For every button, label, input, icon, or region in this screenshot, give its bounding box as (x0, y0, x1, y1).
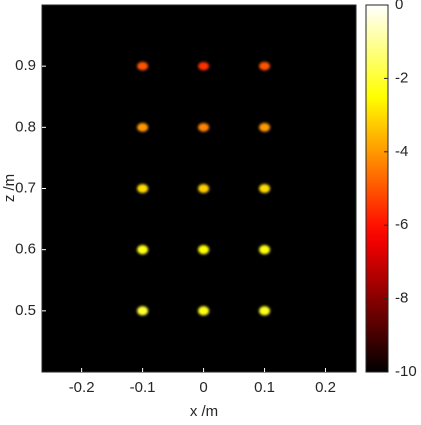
spot (198, 122, 210, 132)
y-tick-label: 0.6 (15, 241, 36, 258)
y-tick-label: 0.8 (15, 118, 36, 135)
x-tick-label: -0.1 (130, 379, 156, 396)
colorbar-tick-label: -2 (395, 69, 408, 86)
y-tick-label: 0.9 (15, 57, 36, 74)
x-tick-label: 0.2 (315, 379, 336, 396)
colorbar-tick-label: 0 (395, 0, 403, 13)
y-tick-label: 0.7 (15, 179, 36, 196)
x-tick-label: -0.2 (69, 379, 95, 396)
colorbar-tick-label: -10 (395, 363, 417, 380)
colorbar-tick-label: -6 (395, 216, 408, 233)
y-axis-label: z /m (1, 174, 18, 202)
spot (137, 306, 149, 316)
y-tick-label: 0.5 (15, 302, 36, 319)
x-tick-label: 0.1 (254, 379, 275, 396)
spot (198, 183, 210, 194)
spot (198, 306, 210, 316)
colorbar-tick-label: -8 (395, 290, 408, 307)
spot (259, 306, 271, 316)
x-axis-label: x /m (190, 403, 218, 420)
spot (198, 61, 210, 71)
spot (259, 122, 271, 132)
spot (259, 245, 271, 255)
spot (259, 61, 271, 71)
spot (137, 183, 149, 194)
x-tick-label: 0 (199, 379, 207, 396)
spot (137, 245, 149, 255)
colorbar-tick-label: -4 (395, 143, 408, 160)
colorbar (365, 4, 389, 373)
spot (137, 122, 149, 132)
spot (137, 61, 149, 71)
spot (198, 245, 210, 255)
spot (259, 183, 271, 194)
